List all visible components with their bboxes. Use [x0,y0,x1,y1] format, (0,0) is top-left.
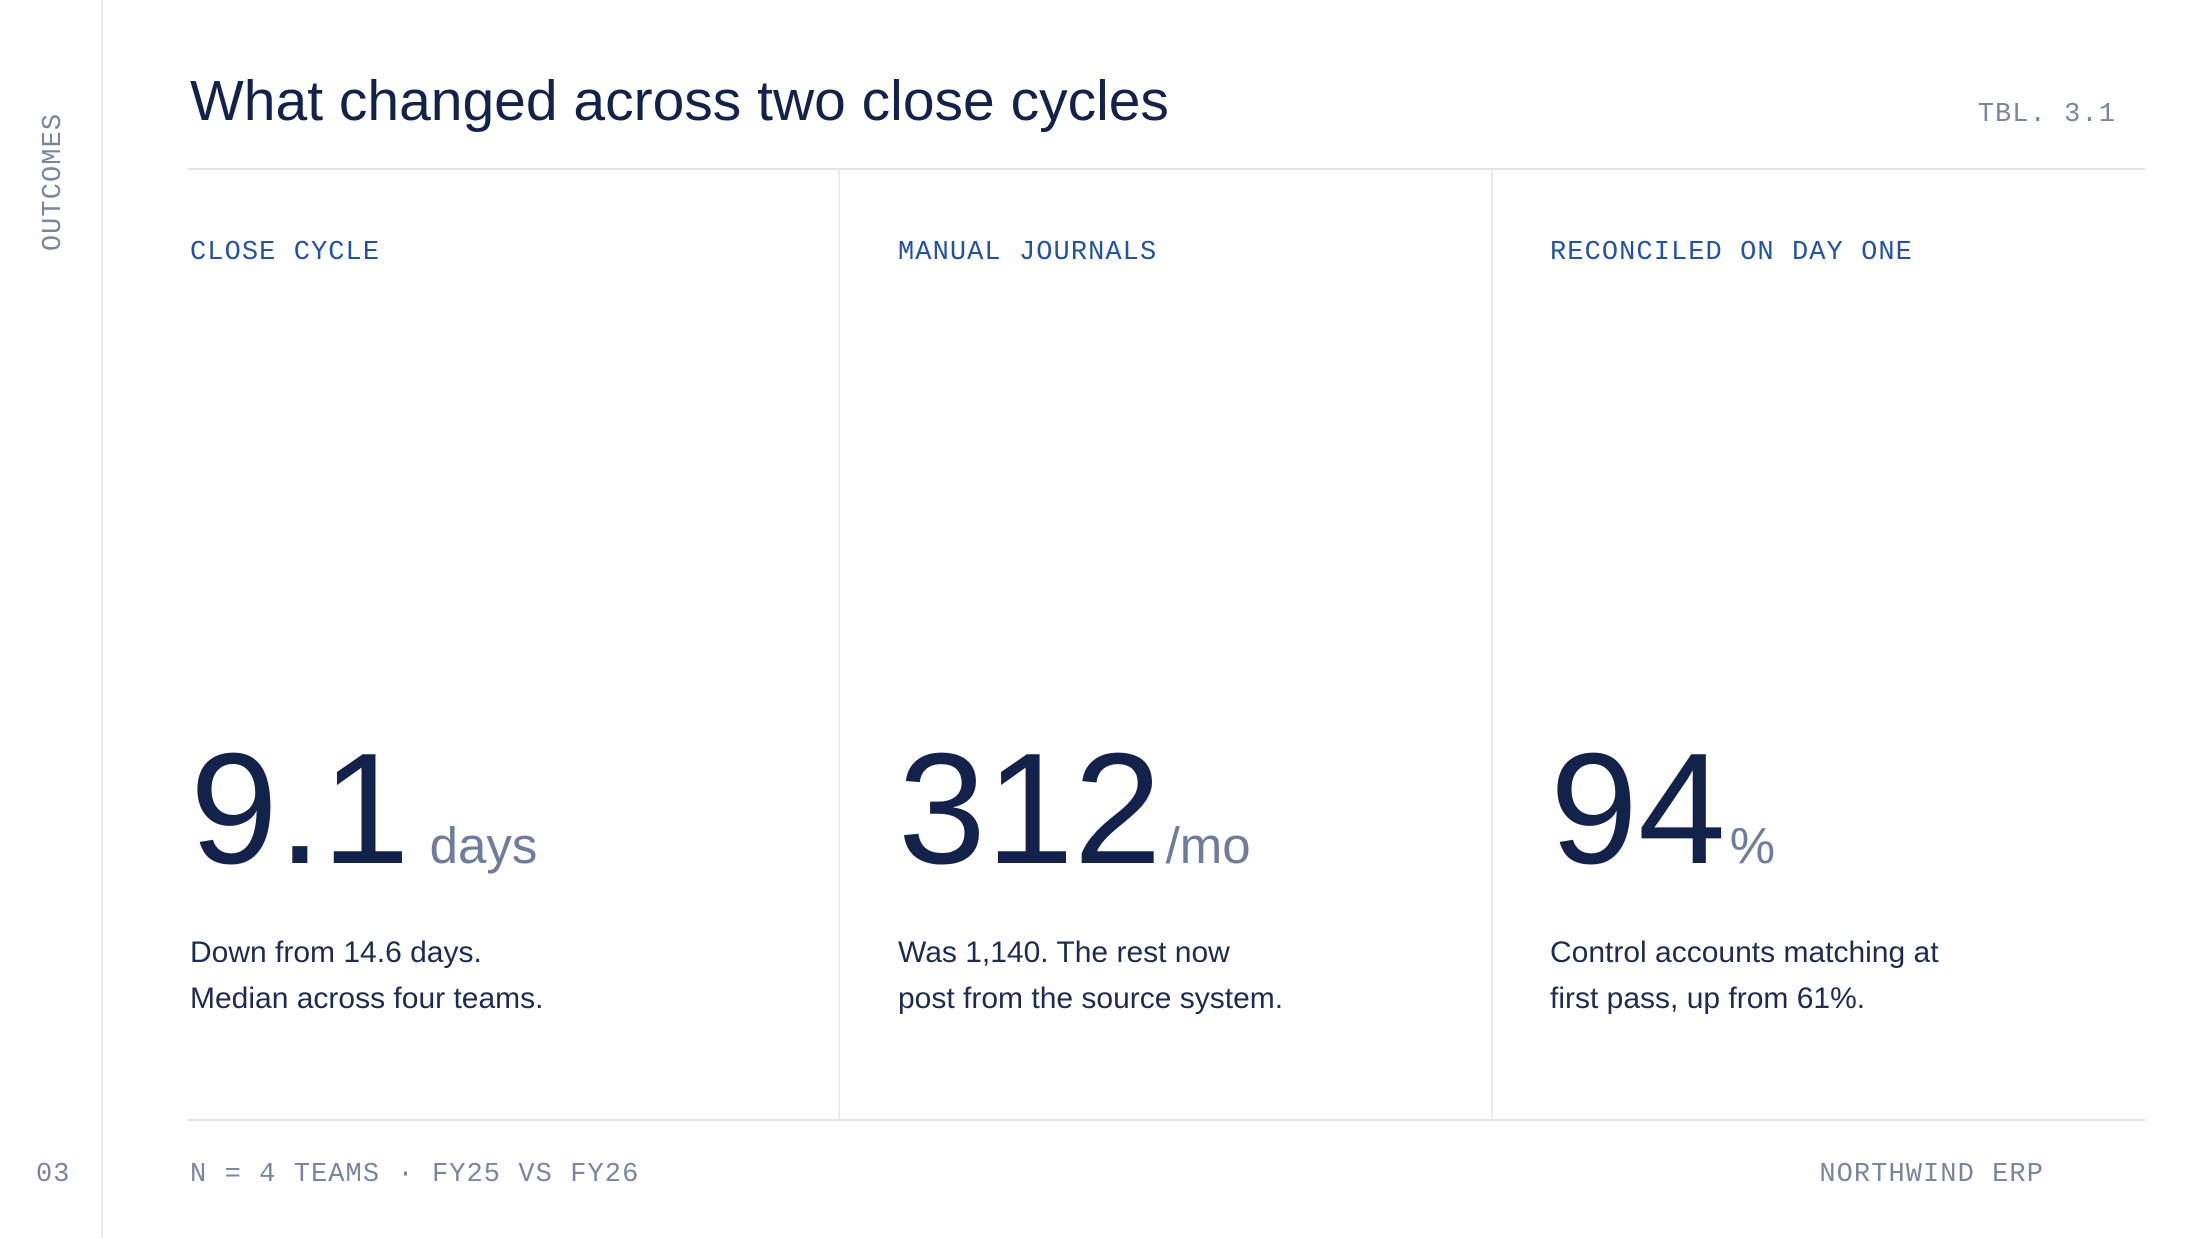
footer-note: N = 4 TEAMS · FY25 VS FY26 [190,1160,640,1190]
page-number: 03 [36,1160,71,1190]
metric-label: CLOSE CYCLE [190,238,381,268]
top-rule [188,168,2145,170]
metric-value-row: 94% [1550,730,1775,888]
description-line: Down from 14.6 days. [190,936,482,969]
metric-description: Down from 14.6 days. Median across four t… [190,930,543,1022]
metric-label: MANUAL JOURNALS [898,238,1158,268]
metric-label: RECONCILED ON DAY ONE [1550,238,1913,268]
description-line: Median across four teams. [190,982,544,1015]
metric-unit: days [429,817,538,874]
footer-brand: NORTHWIND ERP [1819,1160,2044,1190]
metric-unit: % [1729,817,1776,874]
metric-value: 312 [898,721,1162,897]
metric-description: Control accounts matching at first pass, … [1550,930,1939,1022]
metric-value-row: 9.1 days [190,730,537,888]
description-line: Was 1,140. The rest now [898,936,1230,969]
description-line: Control accounts matching at [1550,936,1939,969]
metric-description: Was 1,140. The rest now post from the sou… [898,930,1283,1022]
title: What changed across two close cycles [190,69,1169,133]
description-line: first pass, up from 61%. [1550,982,1866,1015]
metric-value: 9.1 [190,721,410,897]
section-label: OUTCOMES [39,112,69,252]
metric-unit: /mo [1165,817,1251,874]
description-line: post from the source system. [898,982,1284,1015]
column-divider [838,169,840,1120]
column-divider [1491,169,1493,1120]
metric-value: 94 [1550,721,1726,897]
table-tag: TBL. 3.1 [1977,100,2116,130]
sidebar-rule [101,0,103,1238]
metric-value-row: 312/mo [898,730,1251,888]
bottom-rule [188,1119,2145,1121]
